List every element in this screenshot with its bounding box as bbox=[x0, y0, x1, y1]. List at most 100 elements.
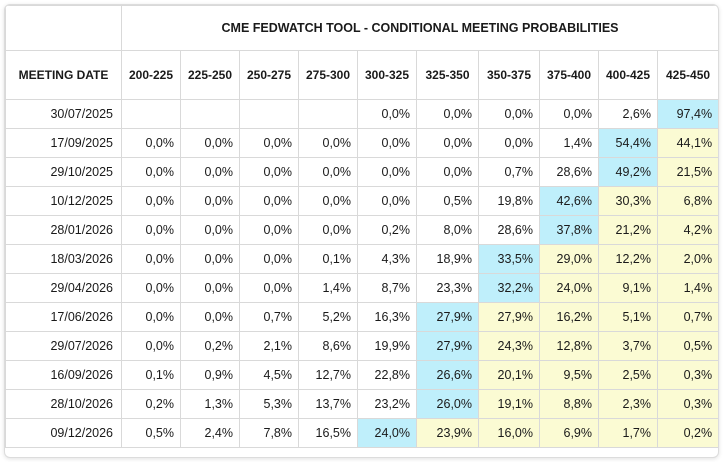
probability-cell: 23,3% bbox=[416, 273, 479, 303]
probability-cell: 1,3% bbox=[180, 389, 240, 419]
probability-cell: 4,5% bbox=[239, 360, 299, 390]
probability-cell: 0,2% bbox=[121, 389, 181, 419]
probability-cell: 0,0% bbox=[180, 215, 240, 245]
probability-cell: 0,0% bbox=[357, 128, 417, 158]
probability-cell bbox=[298, 99, 358, 129]
probability-cell: 19,8% bbox=[478, 186, 540, 216]
probability-cell: 32,2% bbox=[478, 273, 540, 303]
probability-cell: 2,4% bbox=[180, 418, 240, 448]
probability-cell: 0,0% bbox=[121, 302, 181, 332]
table-row: 16/09/2026 0,1% 0,9% 4,5% 12,7% 22,8% 26,6% 20,… bbox=[5, 360, 718, 390]
probability-cell: 0,0% bbox=[121, 273, 181, 303]
probability-cell: 27,9% bbox=[416, 331, 479, 361]
probability-cell: 2,5% bbox=[598, 360, 658, 390]
table-row: 17/09/2025 0,0% 0,0% 0,0% 0,0% 0,0% 0,0% 0,0% 1,… bbox=[5, 128, 718, 158]
probability-cell: 0,0% bbox=[298, 186, 358, 216]
probability-cell: 20,1% bbox=[478, 360, 540, 390]
probability-cell: 0,5% bbox=[121, 418, 181, 448]
probability-cell: 0,0% bbox=[298, 215, 358, 245]
probability-cell: 1,4% bbox=[298, 273, 358, 303]
probability-cell: 4,2% bbox=[656, 215, 718, 245]
probability-cell: 0,2% bbox=[656, 418, 718, 448]
probability-cell: 0,0% bbox=[298, 157, 358, 187]
probability-cell: 29,0% bbox=[539, 244, 599, 274]
table-row: 29/10/2025 0,0% 0,0% 0,0% 0,0% 0,0% 0,0% 0,7% 28… bbox=[5, 157, 718, 187]
title-row: CME FEDWATCH TOOL - CONDITIONAL MEETING … bbox=[5, 5, 718, 51]
probability-cell: 16,5% bbox=[298, 418, 358, 448]
table-row: 28/10/2026 0,2% 1,3% 5,3% 13,7% 23,2% 26,0% 19,… bbox=[5, 389, 718, 419]
probability-cell: 12,7% bbox=[298, 360, 358, 390]
probability-cell: 27,9% bbox=[478, 302, 540, 332]
probability-cell: 0,1% bbox=[121, 360, 181, 390]
probability-cell: 24,0% bbox=[357, 418, 417, 448]
probability-cell: 0,0% bbox=[121, 244, 181, 274]
probability-cell: 24,3% bbox=[478, 331, 540, 361]
range-header: 275-300 bbox=[298, 50, 358, 100]
meeting-date-header: MEETING DATE bbox=[5, 50, 122, 100]
range-header: 300-325 bbox=[357, 50, 417, 100]
probability-cell: 16,0% bbox=[478, 418, 540, 448]
table-row: 28/01/2026 0,0% 0,0% 0,0% 0,0% 0,2% 8,0% 28,6% 3… bbox=[5, 215, 718, 245]
probability-cell: 18,9% bbox=[416, 244, 479, 274]
probability-cell: 0,3% bbox=[656, 360, 718, 390]
probability-cell: 42,6% bbox=[539, 186, 599, 216]
probability-cell: 7,8% bbox=[239, 418, 299, 448]
table-row: 30/07/2025 0,0% 0,0% 0,0% 0,0% 2,6% 97,4% bbox=[5, 99, 718, 129]
probability-cell bbox=[239, 99, 299, 129]
meeting-date-cell: 30/07/2025 bbox=[5, 99, 122, 129]
meeting-date-cell: 29/07/2026 bbox=[5, 331, 122, 361]
probability-cell: 0,0% bbox=[239, 273, 299, 303]
probability-cell: 0,0% bbox=[180, 273, 240, 303]
probability-cell: 0,0% bbox=[121, 128, 181, 158]
probability-cell: 21,2% bbox=[598, 215, 658, 245]
table-row: 10/12/2025 0,0% 0,0% 0,0% 0,0% 0,0% 0,5% 19,8% 4… bbox=[5, 186, 718, 216]
probability-cell: 8,8% bbox=[539, 389, 599, 419]
probability-cell: 8,0% bbox=[416, 215, 479, 245]
probability-cell: 0,0% bbox=[180, 302, 240, 332]
probability-cell: 2,3% bbox=[598, 389, 658, 419]
probability-cell: 8,6% bbox=[298, 331, 358, 361]
range-header: 350-375 bbox=[478, 50, 540, 100]
probability-cell: 0,0% bbox=[180, 128, 240, 158]
probability-cell: 22,8% bbox=[357, 360, 417, 390]
probability-cell: 5,3% bbox=[239, 389, 299, 419]
range-header: 400-425 bbox=[598, 50, 658, 100]
probabilities-table: CME FEDWATCH TOOL - CONDITIONAL MEETING … bbox=[5, 5, 718, 448]
probability-cell: 0,0% bbox=[357, 157, 417, 187]
probability-cell: 3,7% bbox=[598, 331, 658, 361]
meeting-date-cell: 17/09/2025 bbox=[5, 128, 122, 158]
range-header: 225-250 bbox=[180, 50, 240, 100]
probability-cell: 0,2% bbox=[357, 215, 417, 245]
probability-cell: 23,2% bbox=[357, 389, 417, 419]
range-header: 325-350 bbox=[416, 50, 479, 100]
meeting-date-cell: 16/09/2026 bbox=[5, 360, 122, 390]
table-row: 29/04/2026 0,0% 0,0% 0,0% 1,4% 8,7% 23,3% 32,2%… bbox=[5, 273, 718, 303]
probability-cell: 44,1% bbox=[656, 128, 718, 158]
probability-cell: 2,6% bbox=[598, 99, 658, 129]
probability-cell: 2,1% bbox=[239, 331, 299, 361]
probability-cell: 1,4% bbox=[656, 273, 718, 303]
probability-cell: 0,1% bbox=[298, 244, 358, 274]
probability-cell: 9,5% bbox=[539, 360, 599, 390]
probability-cell: 0,0% bbox=[239, 128, 299, 158]
probability-cell: 37,8% bbox=[539, 215, 599, 245]
table-row: 29/07/2026 0,0% 0,2% 2,1% 8,6% 19,9% 27,9% 24,3… bbox=[5, 331, 718, 361]
probability-cell: 4,3% bbox=[357, 244, 417, 274]
probability-cell: 6,9% bbox=[539, 418, 599, 448]
probability-cell: 0,0% bbox=[239, 215, 299, 245]
probability-cell: 0,0% bbox=[416, 128, 479, 158]
probability-cell: 0,0% bbox=[180, 186, 240, 216]
meeting-date-cell: 28/10/2026 bbox=[5, 389, 122, 419]
probability-cell: 27,9% bbox=[416, 302, 479, 332]
probability-cell: 0,0% bbox=[121, 215, 181, 245]
probability-cell: 2,0% bbox=[656, 244, 718, 274]
probability-cell: 0,0% bbox=[357, 186, 417, 216]
range-header: 375-400 bbox=[539, 50, 599, 100]
probability-cell bbox=[180, 99, 240, 129]
range-header: 425-450 bbox=[656, 50, 718, 100]
meeting-date-cell: 17/06/2026 bbox=[5, 302, 122, 332]
probability-cell: 1,7% bbox=[598, 418, 658, 448]
probability-cell: 0,0% bbox=[180, 244, 240, 274]
probability-cell: 0,5% bbox=[416, 186, 479, 216]
probability-cell: 6,8% bbox=[656, 186, 718, 216]
